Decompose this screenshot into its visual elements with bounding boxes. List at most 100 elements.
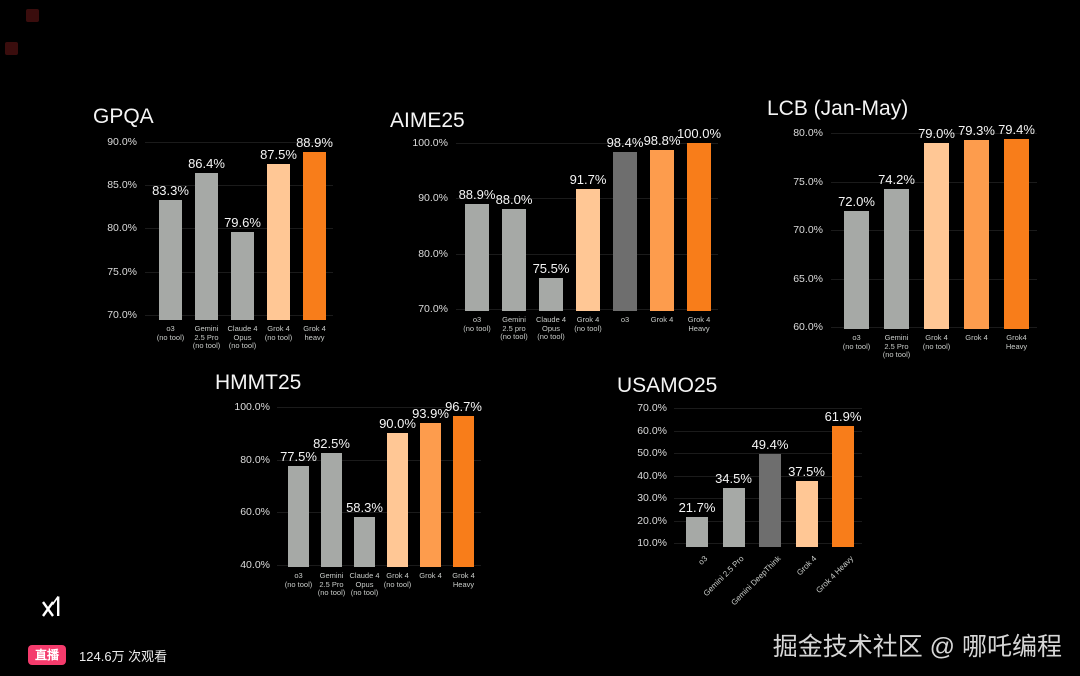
x-axis-category-label: Grok 4 (no tool)	[922, 333, 951, 351]
red-corner-mark	[26, 9, 39, 22]
bar-o3-no-tool-	[159, 199, 182, 320]
x-axis-category-label: Gemini 2.5 Pro (no tool)	[317, 571, 346, 597]
x-axis-category-label: Claude 4 Opus (no tool)	[349, 571, 380, 597]
x-axis-category-label: o3 (no tool)	[842, 333, 871, 351]
y-axis-tick-label: 90.0%	[107, 136, 137, 148]
bar-grok-4-heavy	[303, 151, 326, 320]
live-badge: 直播	[28, 645, 67, 665]
gridline	[674, 430, 862, 432]
y-axis-tick-label: 85.0%	[107, 179, 137, 192]
bar-o3-no-tool-	[288, 466, 309, 567]
bar-gemini-deepthink	[759, 454, 781, 547]
bar-value-label: 86.4%	[188, 156, 225, 172]
y-axis-tick-label: 65.0%	[793, 272, 823, 285]
bar-gemini-2-5-pro-no-tool-	[321, 453, 342, 567]
bar-value-label: 79.4%	[998, 121, 1035, 137]
bar-value-label: 83.3%	[152, 182, 189, 198]
bar-value-label: 98.8%	[643, 132, 681, 148]
x-axis-category-label: o3	[696, 554, 710, 567]
chart-usamo25: USAMO25 70.0% 60.0% 50.0% 40.0% 30.0% 20.0% 10…	[605, 370, 895, 660]
bar-value-label: 93.9%	[412, 406, 449, 422]
bar-value-label: 88.9%	[296, 134, 333, 150]
bar-claude-4-opus-no-tool-	[231, 231, 254, 320]
xai-logo	[40, 595, 66, 619]
chart-aime25: AIME25 100.0% 90.0% 80.0% 70.0% 88.9% o3 (no t…	[388, 103, 723, 348]
live-info-bar: 直播 124.6万 次观看	[28, 645, 167, 665]
bar-value-label: 34.5%	[715, 470, 752, 486]
gridline	[277, 512, 481, 514]
x-axis-category-label: o3	[620, 315, 630, 324]
x-axis-category-label: Grok 4	[795, 554, 819, 578]
y-axis-tick-label: 80.0%	[793, 127, 823, 139]
viewer-count: 124.6万 次观看	[79, 648, 168, 664]
y-axis-tick-label: 10.0%	[637, 537, 667, 550]
x-axis-category-label: Grok 4 Heavy	[814, 554, 856, 595]
y-axis-tick-label: 100.0%	[234, 401, 270, 413]
chart-lcb-jan-may: LCB (Jan-May) 80.0% 75.0% 70.0% 65.0% 60.0% 7…	[755, 95, 1060, 370]
bar-grok-4-heavy	[453, 415, 474, 567]
bar-value-label: 88.9%	[458, 187, 496, 203]
bar-value-label: 98.4%	[606, 134, 644, 150]
x-axis-category-label: o3 (no tool)	[284, 571, 313, 589]
y-axis-tick-label: 50.0%	[637, 447, 667, 460]
bar-value-label: 37.5%	[788, 464, 825, 480]
x-axis-category-label: Claude 4 Opus (no tool)	[535, 315, 567, 341]
bar-grok4-heavy	[1004, 138, 1029, 329]
y-axis-tick-label: 40.0%	[240, 558, 270, 571]
bar-grok-4	[420, 423, 441, 567]
y-axis-tick-label: 80.0%	[107, 222, 137, 235]
chart-title: GPQA	[93, 105, 154, 128]
y-axis-tick-label: 75.0%	[793, 175, 823, 188]
bar-gemini-2-5-pro-no-tool-	[502, 209, 526, 311]
x-axis-category-label: Gemini 2.5 Pro (no tool)	[192, 324, 221, 350]
bar-grok-4-no-tool-	[267, 163, 290, 320]
bar-o3	[613, 151, 637, 311]
bar-o3-no-tool-	[465, 204, 489, 311]
bar-grok-4-no-tool-	[387, 433, 408, 567]
y-axis-tick-label: 20.0%	[637, 514, 667, 527]
x-axis-category-label: Claude 4 Opus (no tool)	[227, 324, 258, 350]
bar-claude-4-opus-no-tool-	[539, 278, 563, 311]
y-axis-tick-label: 100.0%	[412, 137, 448, 149]
x-axis-category-label: o3 (no tool)	[463, 315, 491, 333]
bar-grok-4-no-tool-	[576, 188, 600, 311]
chart-title: LCB (Jan-May)	[767, 97, 909, 120]
bar-value-label: 96.7%	[445, 398, 482, 414]
bar-value-label: 75.5%	[532, 261, 570, 277]
bar-grok-4-heavy	[832, 426, 854, 547]
gridline	[277, 564, 481, 566]
x-axis-category-label: Grok 4 Heavy	[452, 571, 475, 589]
gridline	[831, 133, 1037, 134]
x-axis-category-label: Grok 4 heavy	[303, 324, 326, 342]
x-axis-category-label: Gemini 2.5 Pro (no tool)	[882, 333, 911, 359]
x-axis-category-label: Grok 4	[419, 571, 442, 580]
x-axis-category-label: o3 (no tool)	[156, 324, 185, 342]
bar-gemini-2-5-pro-no-tool-	[195, 173, 218, 320]
y-axis-tick-label: 80.0%	[418, 247, 448, 260]
bar-grok-4-heavy	[687, 143, 711, 311]
bar-o3-no-tool-	[844, 210, 869, 329]
gridline	[277, 459, 481, 461]
bar-value-label: 79.6%	[224, 214, 261, 230]
bar-grok-4	[650, 149, 674, 311]
x-axis-category-label: Grok 4 (no tool)	[264, 324, 293, 342]
bar-value-label: 90.0%	[379, 416, 416, 432]
red-corner-mark	[5, 42, 18, 55]
bar-grok-4	[795, 481, 818, 547]
gridline	[277, 407, 481, 408]
x-axis-category-label: Grok 4 Heavy	[687, 315, 711, 333]
bar-value-label: 79.3%	[958, 122, 995, 138]
x-axis-category-label: Grok 4 (no tool)	[383, 571, 412, 589]
y-axis-tick-label: 30.0%	[637, 492, 667, 505]
gridline	[674, 408, 862, 409]
bar-value-label: 49.4%	[751, 437, 789, 453]
y-axis-tick-label: 40.0%	[637, 469, 667, 482]
y-axis-tick-label: 60.0%	[240, 506, 270, 519]
bar-gemini-2-5-pro-no-tool-	[884, 189, 909, 329]
gridline	[145, 142, 333, 143]
chart-title: AIME25	[390, 109, 465, 132]
bar-claude-4-opus-no-tool-	[354, 516, 375, 567]
x-axis-category-label: Grok4 Heavy	[1005, 333, 1028, 351]
bar-value-label: 72.0%	[838, 193, 875, 209]
